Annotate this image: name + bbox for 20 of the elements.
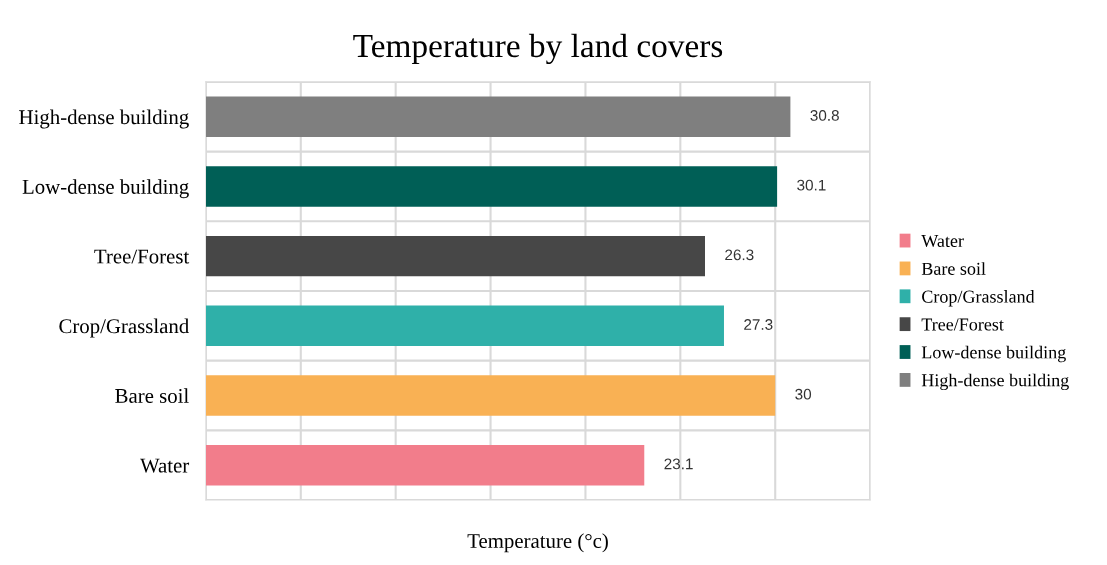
data-label: 27.3 — [744, 319, 773, 330]
y-tick-label: Low-dense building — [22, 179, 189, 199]
x-axis-title: Temperature (°c) — [467, 533, 608, 553]
chart-title: Temperature by land covers — [353, 33, 723, 65]
legend-label: Low-dense building — [921, 345, 1066, 363]
y-tick-label: High-dense building — [19, 109, 189, 129]
data-label: 23.1 — [664, 458, 693, 470]
legend-label: High-dense building — [921, 373, 1069, 391]
legend-label: Bare soil — [921, 262, 986, 275]
data-label: 26.3 — [725, 249, 754, 261]
legend-label: Water — [921, 235, 964, 248]
legend-label: Tree/Forest — [921, 318, 1004, 331]
data-label: 30.8 — [810, 110, 839, 121]
y-tick-label: Crop/Grassland — [59, 318, 189, 338]
y-tick-label: Tree/Forest — [94, 249, 190, 264]
legend-label: Crop/Grassland — [922, 290, 1035, 307]
data-label: 30 — [795, 388, 812, 400]
data-label: 30.1 — [797, 179, 826, 191]
y-tick-label: Water — [140, 458, 190, 473]
y-tick-label: Bare soil — [115, 388, 189, 403]
